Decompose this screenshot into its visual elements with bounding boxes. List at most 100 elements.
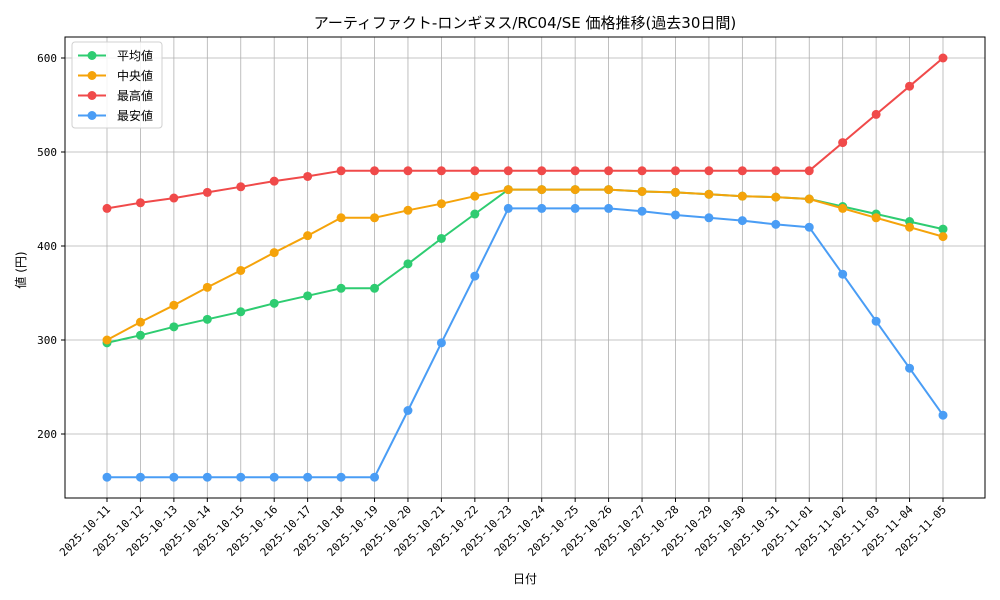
data-point bbox=[236, 472, 246, 482]
data-point bbox=[737, 166, 747, 176]
data-point bbox=[370, 166, 380, 176]
series-1 bbox=[102, 185, 948, 345]
data-point bbox=[771, 166, 781, 176]
data-point bbox=[670, 166, 680, 176]
data-point bbox=[436, 338, 446, 348]
data-point bbox=[403, 259, 413, 269]
data-point bbox=[604, 203, 614, 213]
data-point bbox=[771, 192, 781, 202]
data-point bbox=[838, 203, 848, 213]
data-point bbox=[135, 330, 145, 340]
data-point bbox=[871, 213, 881, 223]
data-point bbox=[102, 472, 112, 482]
data-point bbox=[269, 472, 279, 482]
legend-item-median: 中央値 bbox=[78, 68, 153, 83]
data-point bbox=[938, 232, 948, 242]
legend-label: 最高値 bbox=[117, 88, 153, 103]
data-point bbox=[838, 138, 848, 148]
data-point bbox=[135, 317, 145, 327]
data-point bbox=[604, 185, 614, 195]
data-point bbox=[403, 205, 413, 215]
data-point bbox=[905, 81, 915, 91]
data-point bbox=[102, 335, 112, 345]
legend-label: 中央値 bbox=[117, 68, 153, 83]
data-point bbox=[570, 166, 580, 176]
legend-item-mean: 平均値 bbox=[78, 48, 153, 63]
data-point bbox=[303, 291, 313, 301]
data-point bbox=[202, 187, 212, 197]
data-point bbox=[570, 185, 580, 195]
data-point bbox=[169, 300, 179, 310]
data-point bbox=[102, 203, 112, 213]
data-point bbox=[336, 166, 346, 176]
data-point bbox=[570, 203, 580, 213]
data-point bbox=[336, 472, 346, 482]
data-point bbox=[336, 213, 346, 223]
data-point bbox=[269, 298, 279, 308]
y-tick-label: 600 bbox=[37, 52, 57, 65]
data-point bbox=[804, 194, 814, 204]
data-point bbox=[938, 224, 948, 234]
legend-label: 平均値 bbox=[117, 48, 153, 63]
data-point bbox=[470, 271, 480, 281]
data-point bbox=[537, 203, 547, 213]
y-tick-label: 500 bbox=[37, 146, 57, 159]
data-point bbox=[637, 206, 647, 216]
data-point bbox=[938, 410, 948, 420]
data-point bbox=[470, 166, 480, 176]
legend-marker-icon bbox=[87, 111, 97, 120]
data-point bbox=[169, 322, 179, 332]
legend-marker-icon bbox=[87, 91, 97, 100]
data-point bbox=[202, 314, 212, 324]
y-axis: 200 300 400 500 600 bbox=[37, 52, 65, 441]
data-point bbox=[169, 472, 179, 482]
data-point bbox=[537, 185, 547, 195]
data-point bbox=[905, 222, 915, 232]
legend-item-max: 最高値 bbox=[78, 88, 153, 103]
data-point bbox=[403, 406, 413, 415]
data-point bbox=[704, 166, 714, 176]
data-point bbox=[737, 191, 747, 201]
data-point bbox=[537, 166, 547, 176]
series-line bbox=[107, 207, 944, 479]
data-point bbox=[871, 316, 881, 326]
data-point bbox=[704, 213, 714, 223]
data-point bbox=[370, 213, 380, 223]
chart-title: アーティファクト-ロンギヌス/RC04/SE 価格推移(過去30日間) bbox=[314, 14, 737, 32]
series-2 bbox=[102, 53, 948, 213]
data-point bbox=[236, 182, 246, 192]
data-point bbox=[436, 199, 446, 209]
data-point bbox=[269, 176, 279, 186]
plot-frame bbox=[64, 36, 986, 499]
data-point bbox=[503, 185, 513, 195]
data-point bbox=[905, 363, 915, 373]
data-point bbox=[938, 53, 948, 63]
legend-marker-icon bbox=[87, 71, 97, 80]
data-point bbox=[838, 269, 848, 279]
data-point bbox=[670, 187, 680, 197]
data-point bbox=[604, 166, 614, 176]
data-point bbox=[303, 171, 313, 181]
data-point bbox=[202, 472, 212, 482]
y-tick-label: 200 bbox=[37, 428, 57, 441]
data-point bbox=[771, 219, 781, 229]
data-point bbox=[202, 282, 212, 292]
data-point bbox=[871, 109, 881, 119]
data-point bbox=[804, 166, 814, 176]
data-point bbox=[135, 198, 145, 208]
data-point bbox=[236, 307, 246, 317]
data-point bbox=[637, 166, 647, 176]
series-line bbox=[106, 188, 944, 341]
data-point bbox=[737, 216, 747, 226]
data-point bbox=[303, 231, 313, 241]
legend-box bbox=[71, 41, 163, 129]
data-point bbox=[336, 283, 346, 293]
y-axis-label: 値 (円) bbox=[13, 251, 28, 288]
legend-label: 最安値 bbox=[117, 108, 153, 123]
y-tick-label: 300 bbox=[37, 334, 57, 347]
series-line bbox=[106, 57, 944, 210]
legend-item-min: 最安値 bbox=[78, 108, 153, 123]
